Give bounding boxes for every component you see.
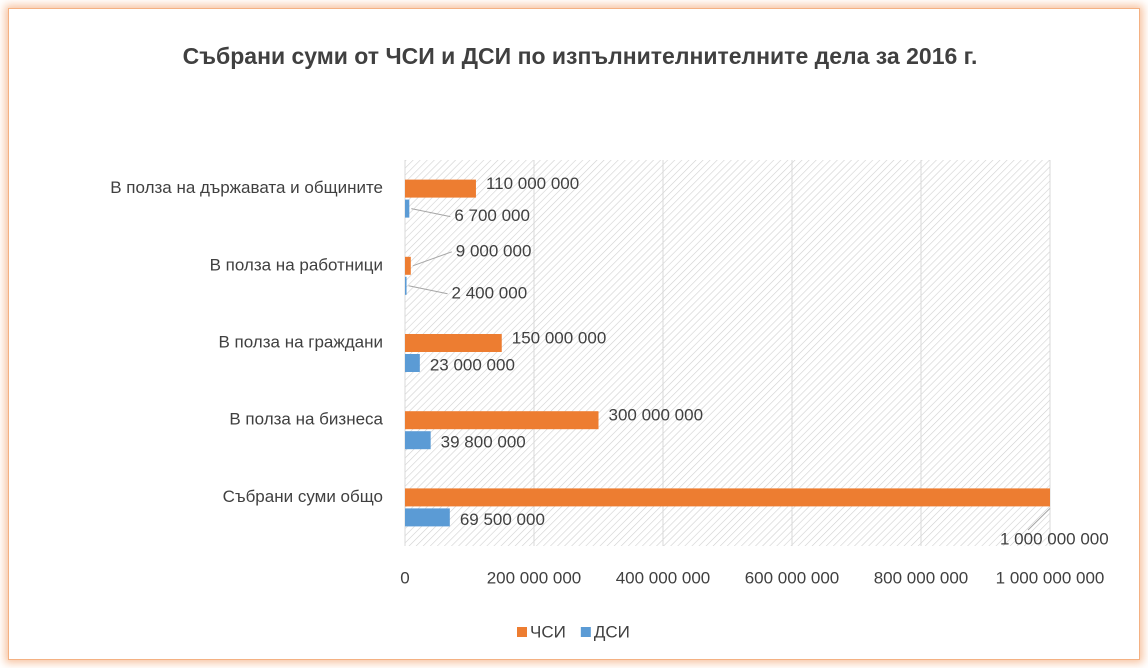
x-tick-label: 400 000 000: [616, 568, 711, 587]
legend-label: ДСИ: [594, 622, 630, 641]
legend-swatch: [517, 627, 527, 637]
data-label: 2 400 000: [452, 283, 528, 302]
leader-line: [1027, 508, 1051, 531]
data-label: 23 000 000: [430, 355, 515, 374]
x-tick-label: 800 000 000: [874, 568, 969, 587]
data-label: 110 000 000: [486, 174, 579, 193]
bar: [405, 411, 599, 430]
leader-line: [411, 208, 451, 218]
data-label: 1 000 000 000: [1000, 529, 1109, 548]
chart-title: Събрани суми от ЧСИ и ДСИ по изпълнителн…: [182, 43, 978, 69]
data-label: 300 000 000: [609, 406, 704, 425]
y-tick-label: В полза на бизнеса: [229, 410, 383, 429]
plot-area: [405, 160, 1050, 546]
leader-line: [412, 251, 452, 267]
legend-label: ЧСИ: [530, 622, 566, 641]
data-label: 69 500 000: [460, 510, 545, 529]
x-tick-label: 200 000 000: [487, 568, 582, 587]
bar: [405, 488, 1050, 507]
bar: [405, 276, 407, 295]
bar: [405, 179, 476, 198]
bar: [405, 199, 410, 218]
data-label: 150 000 000: [512, 328, 607, 347]
bar: [405, 354, 420, 372]
x-tick-label: 600 000 000: [745, 568, 840, 587]
bar: [405, 334, 502, 352]
y-tick-label: В полза на държавата и общините: [110, 178, 383, 197]
data-label: 39 800 000: [441, 433, 526, 452]
data-label: 6 700 000: [454, 206, 530, 225]
data-label: 9 000 000: [456, 241, 532, 260]
x-tick-label: 1 000 000 000: [996, 568, 1105, 587]
bar: [405, 508, 450, 527]
x-tick-label: 0: [400, 568, 409, 587]
bar: [405, 256, 411, 275]
legend-swatch: [580, 627, 591, 637]
bar: [405, 431, 431, 450]
y-tick-label: Събрани суми общо: [223, 487, 383, 506]
y-tick-label: В полза на работници: [210, 255, 383, 274]
y-tick-label: В полза на граждани: [218, 332, 383, 351]
leader-line: [408, 285, 448, 295]
